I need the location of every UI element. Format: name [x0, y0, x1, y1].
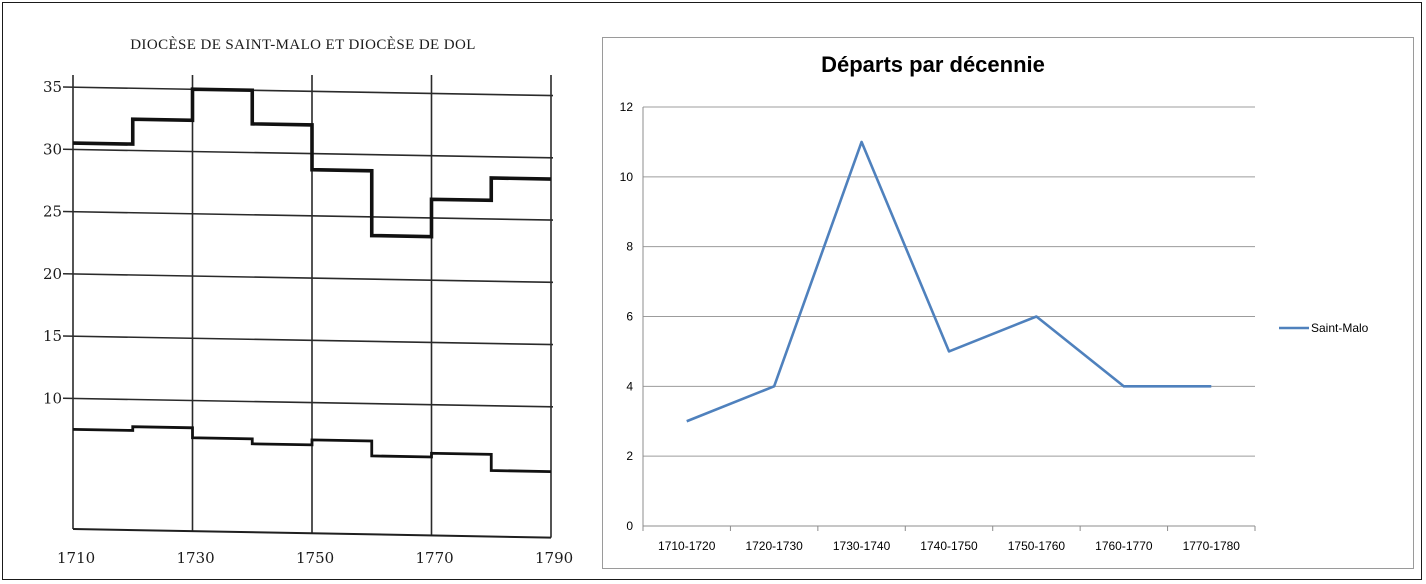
scanned-step-chart: DIOCÈSE DE SAINT-MALO ET DIOCÈSE DE DOL … — [23, 29, 583, 579]
x-tick-label-1770: 1770 — [416, 549, 454, 567]
legend-label-Saint-Malo: Saint-Malo — [1311, 321, 1369, 335]
series-line-Saint-Malo — [686, 140, 1212, 423]
y-tick-label-30: 30 — [43, 140, 62, 158]
y-tick-label-25: 25 — [43, 203, 62, 221]
x-tick-label-1740-1750: 1740-1750 — [920, 539, 978, 553]
line-chart-title: Départs par décennie — [821, 52, 1045, 77]
y-tick-label-10: 10 — [43, 389, 62, 407]
y-tick-label-15: 15 — [43, 327, 62, 345]
x-tick-label-1750-1760: 1750-1760 — [1008, 539, 1066, 553]
y-tick-label-12: 12 — [620, 100, 634, 114]
x-tick-label-1710-1720: 1710-1720 — [658, 539, 716, 553]
grid-line-20 — [62, 272, 554, 284]
grid-line-30 — [62, 148, 554, 159]
step-series-1 — [72, 87, 552, 239]
x-tick-label-1730: 1730 — [177, 549, 215, 567]
line-chart-plot: 0 2 4 6 8 10 12 1710-1720 1720-1730 1730-1740 1740… — [620, 100, 1369, 553]
y-tick-label-35: 35 — [43, 78, 62, 96]
y-tick-label-6: 6 — [626, 310, 633, 324]
x-tick-label-1730-1740: 1730-1740 — [833, 539, 891, 553]
x-tick-label-1760-1770: 1760-1770 — [1095, 539, 1153, 553]
x-tick-label-1720-1730: 1720-1730 — [745, 539, 803, 553]
y-tick-label-20: 20 — [43, 265, 62, 283]
y-tick-label-2: 2 — [626, 449, 633, 463]
x-tick-label-1750: 1750 — [296, 549, 334, 567]
scan-baseline — [72, 528, 552, 539]
scanned-chart-title: DIOCÈSE DE SAINT-MALO ET DIOCÈSE DE DOL — [130, 37, 476, 53]
scanned-chart-plot: 35 30 25 20 15 10 1710 1730 1750 1770 1790 — [43, 75, 573, 567]
x-tick-label-1770-1780: 1770-1780 — [1183, 539, 1241, 553]
y-tick-label-10: 10 — [620, 170, 634, 184]
y-tick-label-0: 0 — [626, 519, 633, 533]
y-tick-label-8: 8 — [626, 240, 633, 254]
grid-line-10 — [62, 397, 554, 408]
departures-line-chart: Départs par décennie 0 2 4 6 8 10 12 1710-1720 1… — [602, 37, 1414, 569]
x-tick-label-1790: 1790 — [535, 549, 573, 567]
grid-line-35 — [62, 86, 554, 97]
grid-line-25 — [62, 210, 554, 221]
y-tick-label-4: 4 — [626, 379, 633, 393]
x-tick-label-1710: 1710 — [57, 549, 95, 567]
grid-line-15 — [62, 335, 554, 346]
step-series-2 — [72, 425, 552, 473]
